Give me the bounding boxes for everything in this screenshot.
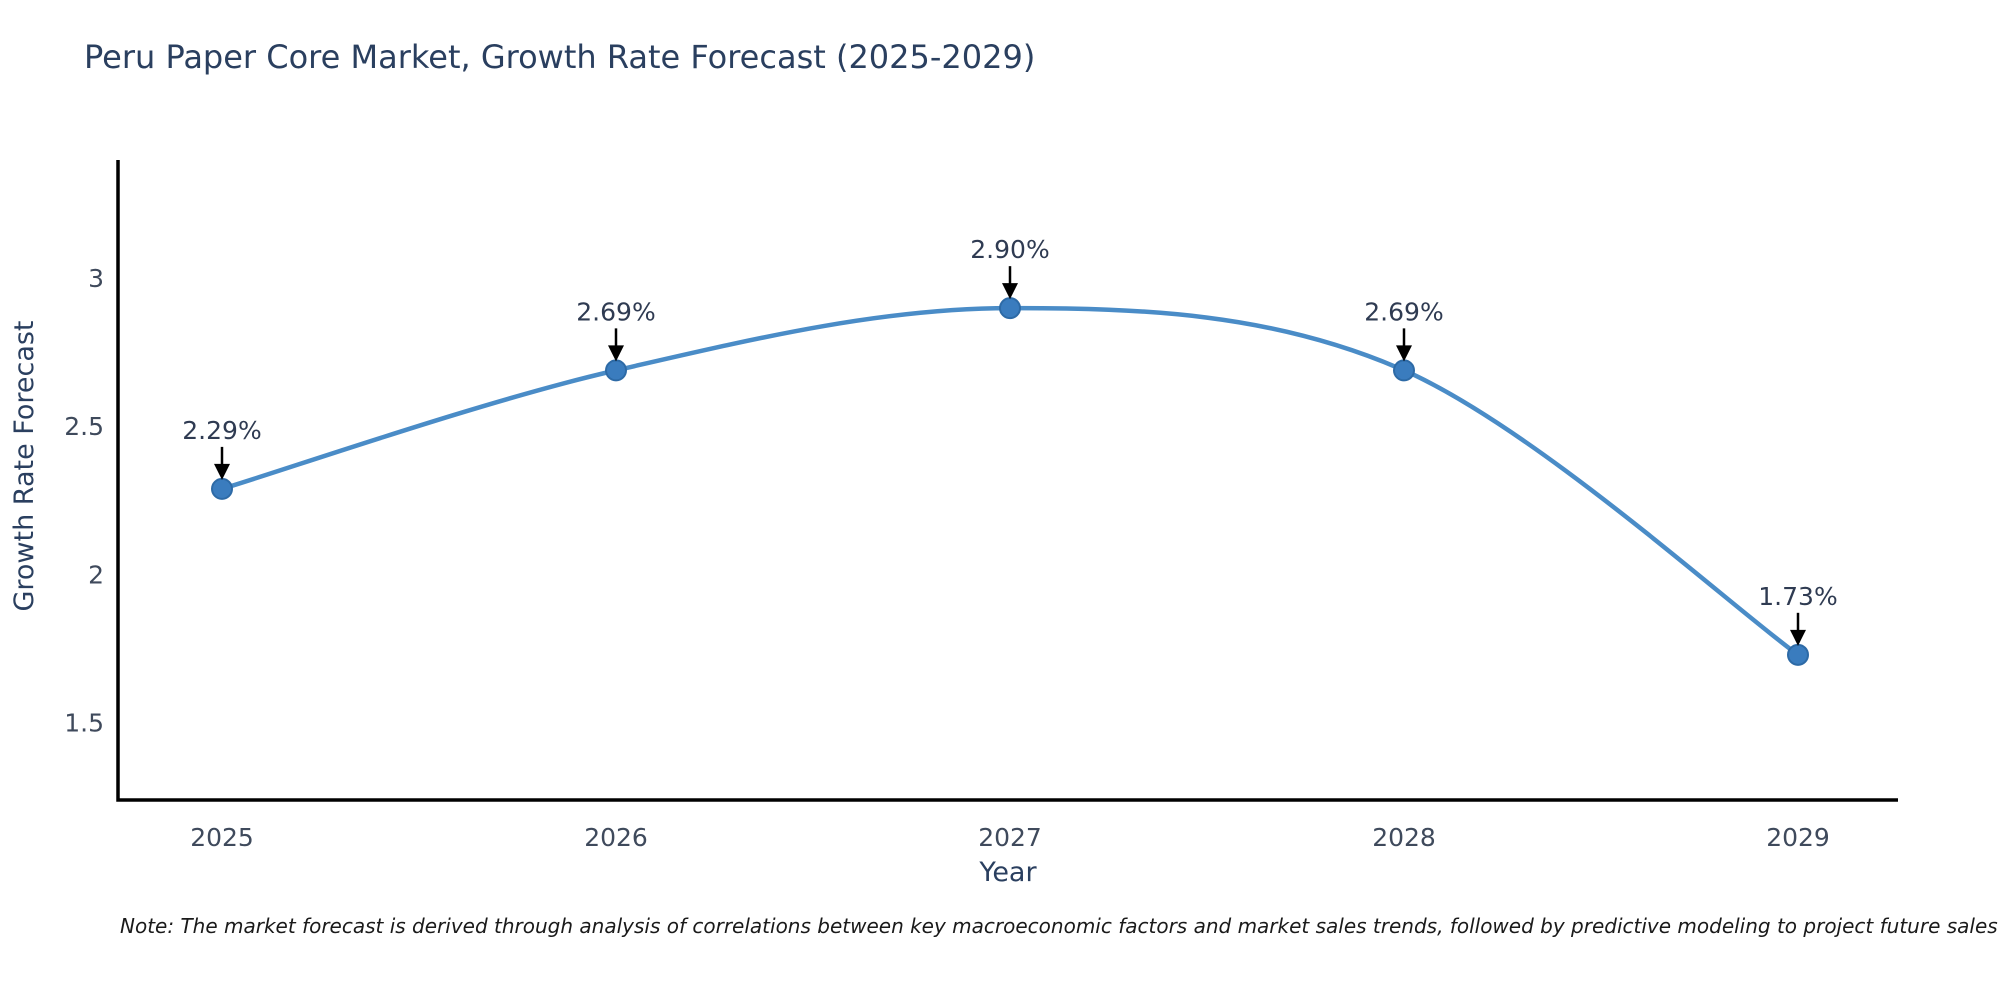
data-point-marker (211, 477, 233, 500)
data-point-label: 2.29% (182, 416, 261, 445)
x-tick-label: 2026 (584, 823, 648, 852)
y-tick-label: 3 (88, 264, 104, 293)
x-tick-label: 2027 (978, 823, 1042, 852)
data-point-marker (1787, 643, 1809, 666)
forecast-line (219, 305, 1801, 658)
data-point-marker (605, 359, 627, 382)
x-tick-label: 2029 (1766, 823, 1830, 852)
y-tick-label: 2 (88, 560, 104, 589)
data-point-label: 2.69% (1364, 297, 1443, 326)
chart-footnote: Note: The market forecast is derived thr… (120, 914, 1998, 938)
y-tick-label: 1.5 (64, 708, 104, 737)
annotation-arrowhead-icon (1002, 283, 1018, 300)
data-point-label: 2.69% (576, 297, 655, 326)
y-axis-title: Growth Rate Forecast (9, 320, 40, 612)
axis-spines (116, 160, 1898, 802)
y-tick-label: 2.5 (64, 412, 104, 441)
x-axis-title: Year (979, 857, 1037, 888)
annotation-arrowhead-icon (1396, 345, 1412, 362)
annotation-arrowhead-icon (214, 463, 230, 480)
chart-title: Peru Paper Core Market, Growth Rate Fore… (84, 38, 1036, 76)
x-tick-label: 2025 (190, 823, 254, 852)
annotation-arrowhead-icon (1790, 629, 1806, 646)
x-tick-label: 2028 (1372, 823, 1436, 852)
data-point-label: 1.73% (1758, 582, 1837, 611)
annotation-arrowhead-icon (608, 345, 624, 362)
data-point-marker (999, 297, 1021, 320)
data-point-label: 2.90% (970, 235, 1049, 264)
data-point-marker (1393, 359, 1415, 382)
